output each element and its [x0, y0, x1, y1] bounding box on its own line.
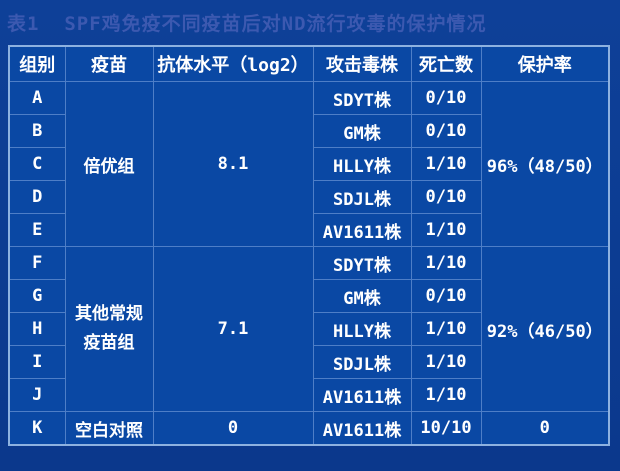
group-cell: E [8, 213, 66, 247]
antibody-cell: 7.1 [152, 246, 314, 412]
antibody-cell: 8.1 [152, 81, 314, 247]
strain-cell: SDJL株 [312, 345, 412, 379]
deaths-cell: 0/10 [410, 81, 482, 115]
strain-cell: GM株 [312, 279, 412, 313]
group-cell: J [8, 378, 66, 412]
deaths-cell: 1/10 [410, 312, 482, 346]
vaccine-cell: 其他常规疫苗组 [64, 246, 154, 412]
table-row: E AV1611株 1/10 [8, 213, 609, 247]
group-cell: D [8, 180, 66, 214]
protection-cell: 0 [480, 411, 610, 446]
vaccine-cell: 倍优组 [64, 81, 154, 247]
col-header-strain: 攻击毒株 [312, 45, 412, 82]
col-header-deaths: 死亡数 [410, 45, 482, 82]
table-row: A 倍优组 8.1 SDYT株 0/10 96%（48/50） [8, 81, 610, 247]
protection-cell: 92%（46/50） [480, 246, 610, 412]
group-cell: C [8, 147, 66, 181]
group-cell: I [8, 345, 66, 379]
group-cell: F [8, 246, 66, 280]
col-header-antibody: 抗体水平（log2） [152, 45, 314, 82]
strain-cell: AV1611株 [312, 411, 412, 446]
col-header-group: 组别 [8, 45, 66, 82]
protection-table: 组别 疫苗 抗体水平（log2） 攻击毒株 死亡数 保护率 A 倍优组 8.1 … [8, 45, 610, 446]
strain-cell: HLLY株 [312, 312, 412, 346]
table-row: F 其他常规疫苗组 7.1 SDYT株 1/10 92%（46/50） [8, 246, 610, 412]
vaccine-name: 其他常规疫苗组 [75, 304, 143, 353]
group-cell: G [8, 279, 66, 313]
deaths-cell: 1/10 [410, 147, 482, 181]
deaths-cell: 1/10 [410, 378, 482, 412]
deaths-cell: 0/10 [410, 180, 482, 214]
group-cell: K [8, 411, 66, 446]
col-header-vaccine: 疫苗 [64, 45, 154, 82]
group-cell: H [8, 312, 66, 346]
table-row: J AV1611株 1/10 [8, 378, 609, 412]
strain-cell: GM株 [312, 114, 412, 148]
table-row: B GM株 0/10 [8, 114, 609, 148]
col-header-protection: 保护率 [480, 45, 610, 82]
group-cell: A [8, 81, 66, 115]
strain-cell: AV1611株 [312, 213, 412, 247]
page-title: 表1 SPF鸡免疫不同疫苗后对ND流行攻毒的保护情况 [7, 13, 487, 35]
deaths-cell: 1/10 [410, 345, 482, 379]
deaths-cell: 0/10 [410, 279, 482, 313]
strain-cell: AV1611株 [312, 378, 412, 412]
table-row: H HLLY株 1/10 [8, 312, 609, 346]
deaths-cell: 1/10 [410, 246, 482, 280]
protection-cell: 96%（48/50） [480, 81, 610, 247]
table-row: K 空白对照 0 AV1611株 10/10 0 [8, 411, 610, 446]
table-row: C HLLY株 1/10 [8, 147, 609, 181]
antibody-cell: 0 [152, 411, 314, 446]
strain-cell: HLLY株 [312, 147, 412, 181]
header-row: 组别 疫苗 抗体水平（log2） 攻击毒株 死亡数 保护率 [8, 45, 610, 82]
deaths-cell: 10/10 [410, 411, 482, 446]
vaccine-cell: 空白对照 [64, 411, 154, 446]
table-row: D SDJL株 0/10 [8, 180, 609, 214]
table-row: I SDJL株 1/10 [8, 345, 609, 379]
strain-cell: SDJL株 [312, 180, 412, 214]
deaths-cell: 0/10 [410, 114, 482, 148]
strain-cell: SDYT株 [312, 246, 412, 280]
deaths-cell: 1/10 [410, 213, 482, 247]
strain-cell: SDYT株 [312, 81, 412, 115]
group-cell: B [8, 114, 66, 148]
